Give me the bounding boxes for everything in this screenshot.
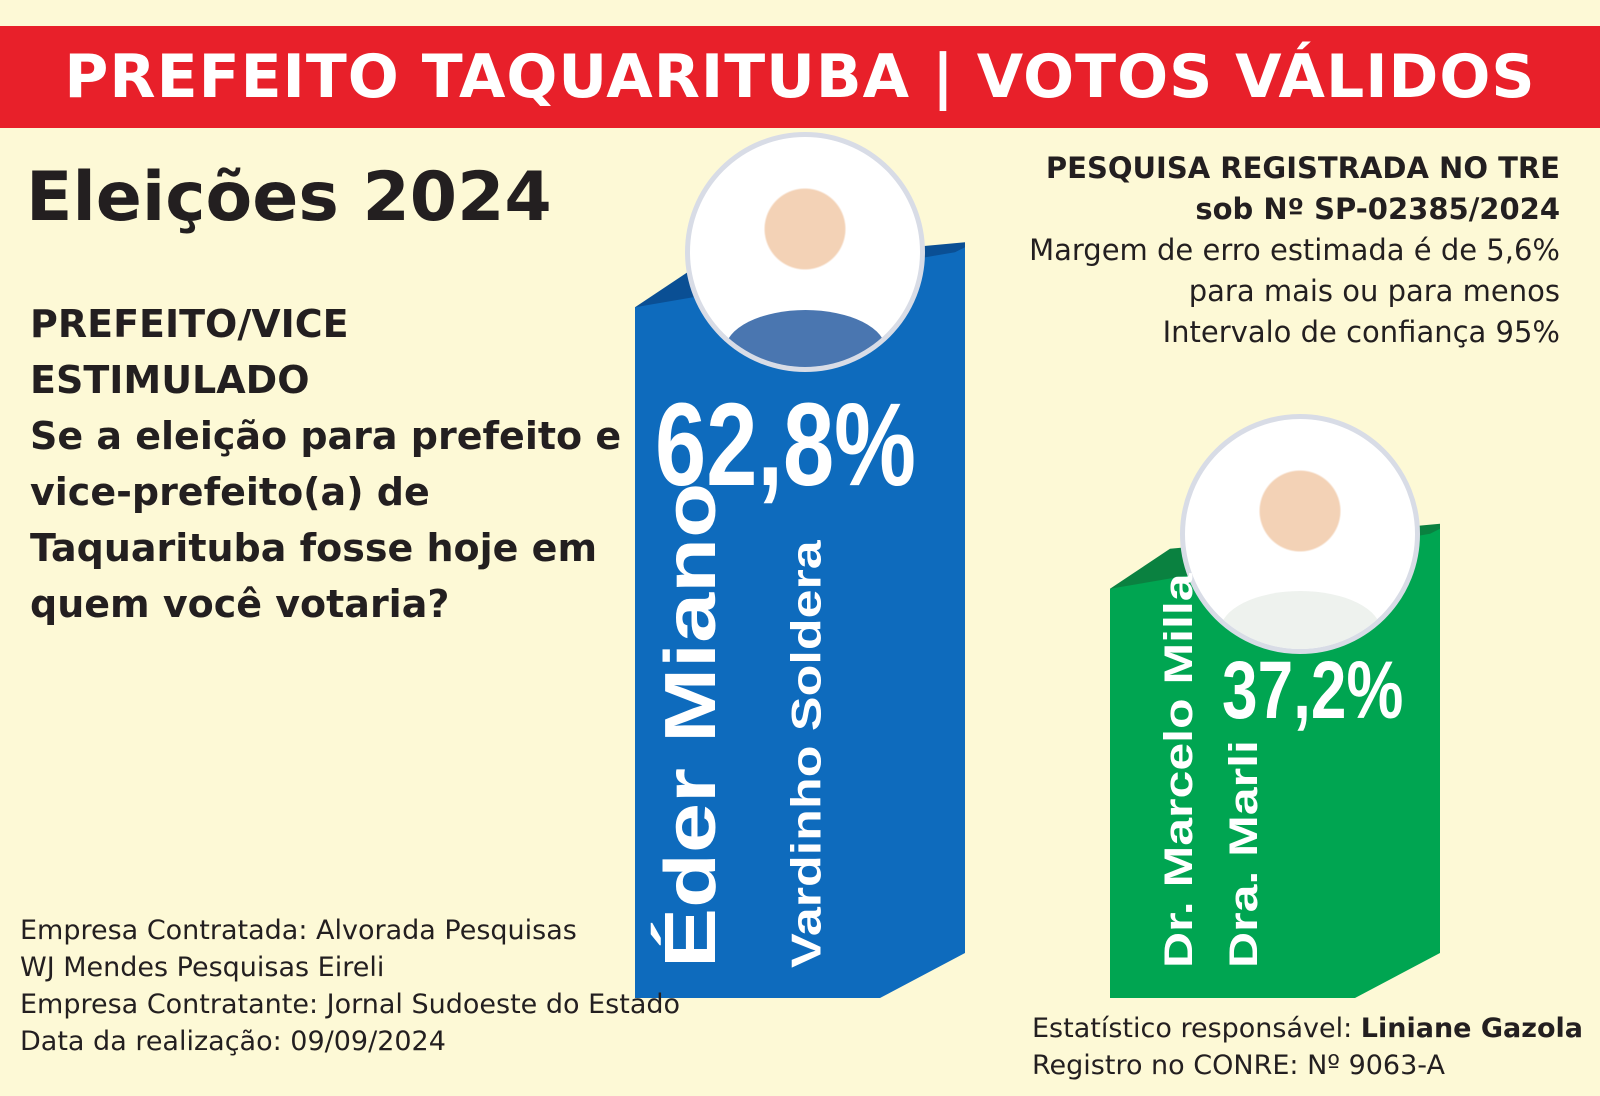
confidence-interval: Intervalo de confiança 95% <box>1162 315 1560 349</box>
candidate-figure <box>724 309 886 368</box>
contracted-company-2: WJ Mendes Pesquisas Eireli <box>20 952 385 983</box>
vice-candidate-name: Vardinho Soldera <box>783 540 831 968</box>
vice-candidate-name: Dra. Marli <box>1220 740 1266 968</box>
conre-registration: Registro no CONRE: Nº 9063-A <box>1032 1050 1445 1081</box>
statistician-name: Liniane Gazola <box>1360 1013 1584 1044</box>
registration-line: PESQUISA REGISTRADA NO TRE <box>1045 151 1560 185</box>
bar-value-label: 62,8% <box>655 379 916 512</box>
contracting-company: Empresa Contratante: Jornal Sudoeste do … <box>20 989 681 1020</box>
survey-date: Data da realização: 09/09/2024 <box>20 1026 446 1057</box>
survey-question: PREFEITO/VICE ESTIMULADO Se a eleição pa… <box>30 296 650 632</box>
candidate-photo <box>685 132 925 373</box>
candidate-photo <box>1180 413 1420 654</box>
candidate-figure <box>1219 591 1381 649</box>
bar-1 <box>635 247 965 998</box>
registration-number: sob Nº SP-02385/2024 <box>1195 192 1560 226</box>
margin-note: para mais ou para menos <box>1188 274 1560 308</box>
registration-info: PESQUISA REGISTRADA NO TRE sob Nº SP-023… <box>1029 148 1560 353</box>
question-type-2: ESTIMULADO <box>30 358 310 402</box>
margin-of-error: Margem de erro estimada é de 5,6% <box>1029 233 1560 267</box>
footer-left: Empresa Contratada: Alvorada Pesquisas W… <box>20 912 680 1060</box>
page-title: Eleições 2024 <box>26 158 552 237</box>
question-text: Se a eleição para prefeito e vice-prefei… <box>30 414 622 626</box>
candidate-name: Éder Miano <box>650 482 731 968</box>
candidate-name: Dr. Marcelo Milla <box>1155 573 1201 968</box>
title-banner: PREFEITO TAQUARITUBA | VOTOS VÁLIDOS <box>0 26 1600 128</box>
footer-right: Estatístico responsável: Liniane Gazola … <box>1032 1010 1583 1084</box>
bar-value-label: 37,2% <box>1222 644 1404 736</box>
question-type-1: PREFEITO/VICE <box>30 302 349 346</box>
statistician-label: Estatístico responsável: <box>1032 1013 1361 1044</box>
contracted-company: Empresa Contratada: Alvorada Pesquisas <box>20 915 577 946</box>
